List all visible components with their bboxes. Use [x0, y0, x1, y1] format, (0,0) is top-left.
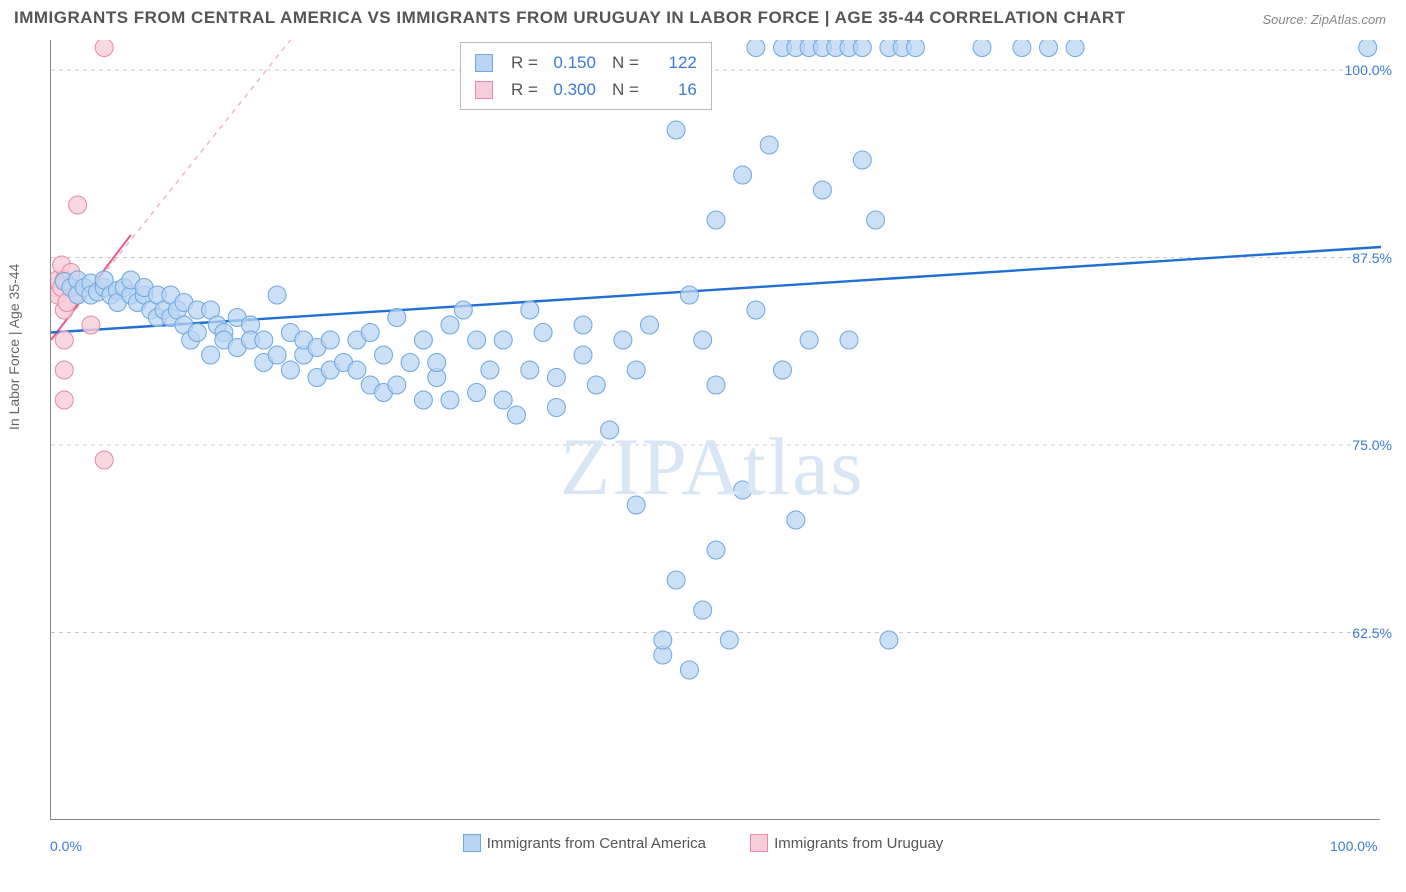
plot-area [50, 40, 1380, 820]
correlation-chart: IMMIGRANTS FROM CENTRAL AMERICA VS IMMIG… [0, 0, 1406, 892]
y-tick-label: 87.5% [1352, 250, 1392, 266]
stats-legend-row: R = 0.300 N = 16 [475, 76, 697, 103]
y-tick-label: 100.0% [1345, 62, 1392, 78]
legend-swatch-blue [475, 54, 493, 72]
legend-item: Immigrants from Uruguay [750, 834, 943, 852]
x-tick-label: 100.0% [1330, 838, 1377, 854]
r-value: 0.150 [544, 49, 596, 76]
y-axis-label: In Labor Force | Age 35-44 [6, 264, 22, 430]
r-value: 0.300 [544, 76, 596, 103]
n-label: N = [612, 76, 639, 103]
legend-swatch-blue [463, 834, 481, 852]
legend-item: Immigrants from Central America [463, 834, 706, 852]
r-label: R = [511, 76, 538, 103]
n-value: 122 [645, 49, 697, 76]
n-value: 16 [645, 76, 697, 103]
y-tick-label: 75.0% [1352, 437, 1392, 453]
source-attribution: Source: ZipAtlas.com [1262, 12, 1386, 27]
scatter-svg [51, 40, 1381, 820]
chart-title: IMMIGRANTS FROM CENTRAL AMERICA VS IMMIG… [14, 8, 1126, 28]
stats-legend: R = 0.150 N = 122 R = 0.300 N = 16 [460, 42, 712, 110]
y-tick-label: 62.5% [1352, 625, 1392, 641]
legend-swatch-pink [750, 834, 768, 852]
stats-legend-row: R = 0.150 N = 122 [475, 49, 697, 76]
legend-label: Immigrants from Central America [487, 835, 706, 852]
legend-swatch-pink [475, 81, 493, 99]
r-label: R = [511, 49, 538, 76]
n-label: N = [612, 49, 639, 76]
legend-label: Immigrants from Uruguay [774, 835, 943, 852]
x-tick-label: 0.0% [50, 838, 82, 854]
series-legend: Immigrants from Central America Immigran… [0, 834, 1406, 856]
